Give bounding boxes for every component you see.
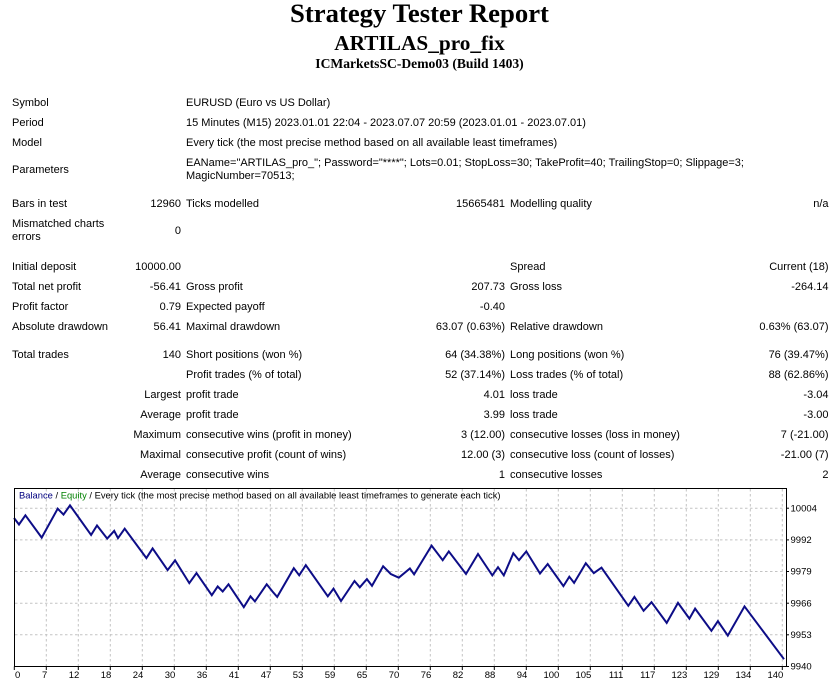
svg-text:94: 94: [517, 670, 528, 681]
svg-text:111: 111: [609, 670, 623, 681]
svg-text:59: 59: [325, 670, 336, 681]
svg-text:47: 47: [261, 670, 272, 681]
svg-text:24: 24: [133, 670, 144, 681]
svg-text:82: 82: [453, 670, 464, 681]
svg-text:10004: 10004: [791, 503, 817, 514]
svg-text:36: 36: [197, 670, 208, 681]
svg-text:41: 41: [229, 670, 240, 681]
svg-text:76: 76: [421, 670, 432, 681]
svg-text:9940: 9940: [791, 662, 812, 673]
svg-text:134: 134: [735, 670, 751, 681]
svg-text:129: 129: [703, 670, 719, 681]
svg-text:100: 100: [543, 670, 559, 681]
svg-text:30: 30: [165, 670, 176, 681]
svg-text:105: 105: [575, 670, 591, 681]
svg-text:123: 123: [671, 670, 687, 681]
svg-text:18: 18: [101, 670, 112, 681]
svg-text:Balance / Equity / Every tick: Balance / Equity / Every tick (the most …: [19, 490, 501, 501]
svg-text:9953: 9953: [791, 630, 812, 641]
svg-text:0: 0: [15, 670, 20, 681]
svg-text:7: 7: [42, 670, 47, 681]
svg-text:12: 12: [69, 670, 80, 681]
svg-text:53: 53: [293, 670, 304, 681]
svg-text:9979: 9979: [791, 567, 812, 578]
svg-text:117: 117: [640, 670, 655, 681]
svg-text:9966: 9966: [791, 598, 812, 609]
svg-text:140: 140: [767, 670, 783, 681]
svg-text:70: 70: [389, 670, 400, 681]
svg-text:88: 88: [485, 670, 496, 681]
svg-text:9992: 9992: [791, 535, 812, 546]
svg-text:65: 65: [357, 670, 368, 681]
